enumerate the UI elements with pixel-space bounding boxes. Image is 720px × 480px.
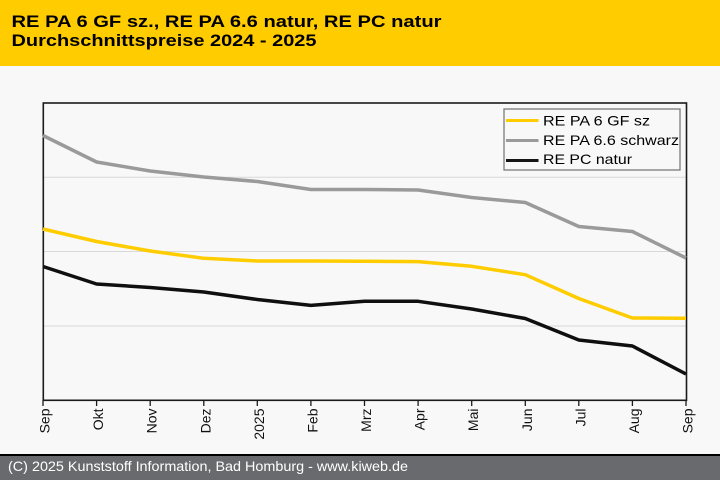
svg-text:Apr: Apr: [412, 408, 428, 430]
svg-text:Sep: Sep: [37, 408, 53, 433]
svg-text:RE PA 6.6 schwarz: RE PA 6.6 schwarz: [543, 132, 679, 148]
svg-text:Dez: Dez: [197, 409, 213, 434]
svg-text:RE PA 6 GF sz: RE PA 6 GF sz: [543, 112, 650, 128]
svg-text:Jul: Jul: [572, 409, 588, 427]
svg-text:Okt: Okt: [90, 408, 106, 430]
svg-text:Nov: Nov: [144, 409, 160, 434]
svg-text:RE PA 6 GF sz., RE PA 6.6 natu: RE PA 6 GF sz., RE PA 6.6 natur, RE PC n…: [12, 12, 442, 31]
svg-text:Mai: Mai: [465, 409, 481, 432]
svg-text:2025: 2025: [251, 408, 267, 439]
svg-text:Durchschnittspreise 2024 - 202: Durchschnittspreise 2024 - 2025: [12, 31, 317, 50]
svg-text:Sep: Sep: [680, 408, 696, 433]
svg-text:(C) 2025 Kunststoff Informatio: (C) 2025 Kunststoff Information, Bad Hom…: [8, 458, 408, 474]
svg-text:Aug: Aug: [626, 409, 642, 434]
svg-text:Jun: Jun: [519, 409, 535, 432]
svg-text:Feb: Feb: [304, 408, 320, 432]
svg-text:RE PC natur: RE PC natur: [543, 151, 632, 167]
svg-text:Mrz: Mrz: [358, 409, 374, 432]
